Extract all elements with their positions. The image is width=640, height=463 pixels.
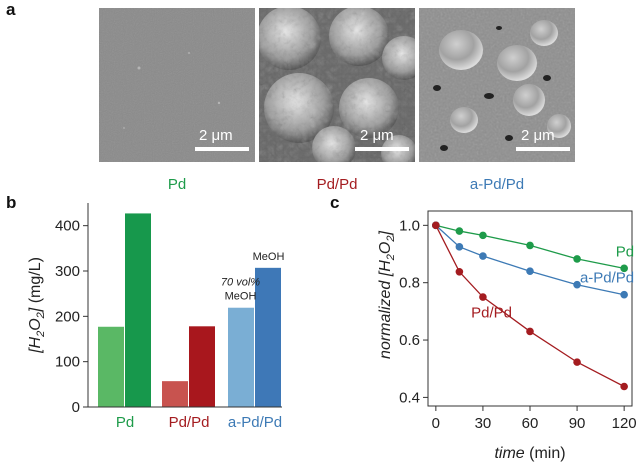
bar-pd-meoh-70	[98, 326, 124, 407]
line-series-pd	[435, 224, 625, 269]
line-point-a-pd-pd	[573, 280, 581, 289]
line-series-label-pd: Pd	[616, 243, 634, 260]
line-point-pd-pd	[573, 358, 581, 366]
annotation-meoh: MeOH	[253, 251, 285, 263]
scalebar-label-3: 2 μm	[521, 127, 555, 144]
line-xtick-label: 30	[475, 415, 492, 432]
sem-image-pd	[99, 8, 255, 162]
bar-pd-pd-meoh	[189, 326, 215, 407]
bar-chart: [H2O2] (mg/L) 0 100 200 300 400 Pd Pd/Pd a-Pd/…	[27, 203, 285, 431]
line-chart-frame	[427, 210, 633, 407]
line-series-label-pd-pd: Pd/Pd	[471, 304, 512, 321]
line-point-a-pd-pd	[455, 243, 464, 251]
scalebar-2	[355, 147, 409, 151]
line-ytick-label: 0.4	[399, 389, 420, 406]
line-point-a-pd-pd	[620, 290, 628, 299]
line-ytick-label: 0.8	[399, 275, 420, 292]
line-point-pd-pd	[455, 267, 464, 276]
line-point-a-pd-pd	[526, 267, 534, 276]
scalebar-label-1: 2 μm	[199, 127, 233, 144]
line-point-a-pd-pd	[479, 252, 487, 260]
line-point-pd-pd	[479, 293, 487, 301]
line-point-pd	[455, 227, 464, 235]
panel-letter-c: c	[330, 193, 340, 212]
line-point-pd	[573, 255, 581, 263]
bar-a-pd-pd-meoh	[255, 267, 281, 407]
bar-category-label: Pd	[116, 414, 134, 431]
scalebar-1	[195, 147, 249, 151]
line-point-pd-pd	[432, 221, 440, 230]
annotation-70-vol-percent: 70 vol%	[221, 277, 260, 289]
bar-a-pd-pd-meoh-70	[228, 307, 254, 407]
line-point-pd	[479, 231, 487, 240]
panel-letter-b: b	[6, 193, 17, 212]
sem-label-pd: Pd	[167, 176, 187, 193]
sem-label-a-pd-pd: a-Pd/Pd	[469, 176, 525, 193]
scalebar-label-2: 2 μm	[360, 127, 394, 144]
annotation-70-meoh: MeOH	[225, 291, 257, 303]
bar-ytick-label: 300	[55, 263, 80, 280]
line-xtick-label: 90	[569, 415, 586, 432]
line-chart: normalized [H2O2] 0.4 0.6 0.8 1.0 0 30 60 90 12…	[377, 210, 637, 462]
sem-label-pd-pd: Pd/Pd	[316, 176, 358, 193]
bar-chart-ylabel: [H2O2] (mg/L)	[27, 257, 47, 354]
line-point-pd-pd	[526, 327, 534, 336]
line-ytick-label: 1.0	[399, 217, 420, 234]
sem-image-a-pd-pd	[419, 8, 575, 162]
line-point-pd	[620, 264, 628, 273]
panel-letter-a: a	[6, 0, 16, 19]
bar-category-label: Pd/Pd	[169, 414, 210, 431]
line-chart-xlabel: time (min)	[494, 445, 565, 462]
bar-ytick-label: 0	[72, 399, 80, 416]
line-point-pd-pd	[620, 382, 628, 391]
line-xtick-label: 120	[612, 415, 637, 432]
bar-pd-pd-meoh-70	[162, 381, 188, 407]
bar-ytick-label: 200	[55, 308, 80, 325]
line-series-pd-pd	[435, 225, 625, 388]
line-chart-ylabel: normalized [H2O2]	[377, 231, 397, 359]
line-ytick-label: 0.6	[399, 332, 420, 349]
line-xtick-label: 0	[432, 415, 440, 432]
bar-pd-meoh	[125, 213, 151, 407]
line-series-a-pd-pd	[435, 224, 625, 296]
scalebar-3	[516, 147, 570, 151]
bar-category-label: a-Pd/Pd	[228, 414, 282, 431]
line-point-pd	[526, 241, 534, 250]
bar-ytick-label: 400	[55, 218, 80, 235]
line-series-label-a-pd-pd: a-Pd/Pd	[580, 270, 634, 287]
line-xtick-label: 60	[522, 415, 539, 432]
sem-image-pd-pd	[259, 8, 415, 162]
bar-ytick-label: 100	[55, 354, 80, 371]
